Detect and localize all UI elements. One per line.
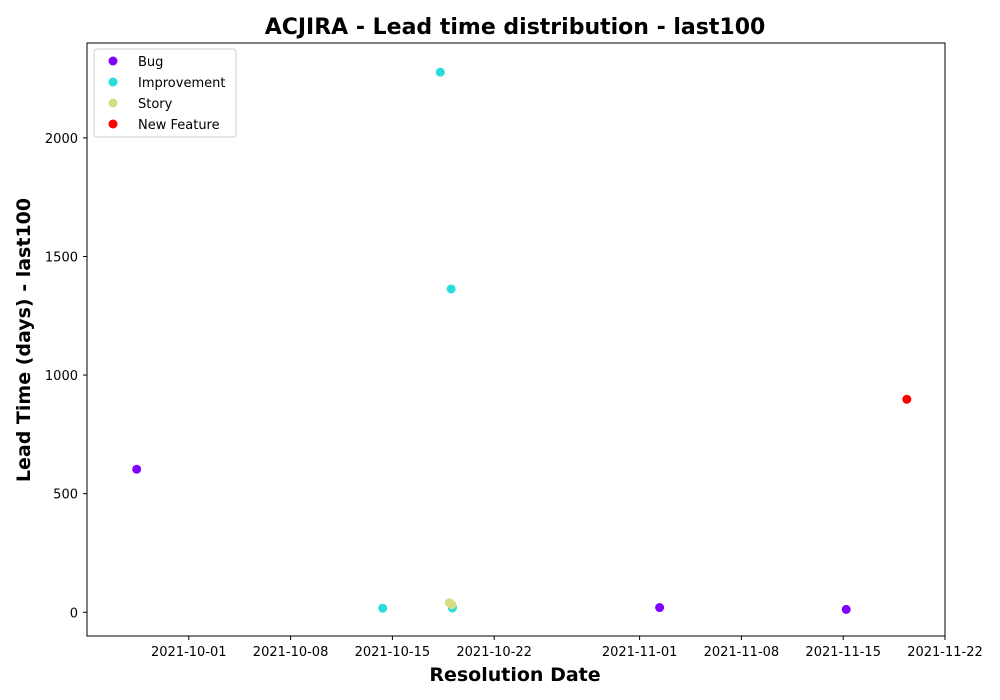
- x-tick-label: 2021-11-01: [602, 645, 678, 660]
- legend-marker: [108, 77, 118, 87]
- x-tick-label: 2021-11-08: [704, 645, 780, 660]
- y-axis-label: Lead Time (days) - last100: [13, 198, 35, 482]
- y-tick-label: 0: [70, 606, 78, 621]
- legend-marker: [108, 98, 118, 108]
- point-improvement: [378, 603, 388, 613]
- y-tick-label: 1500: [45, 250, 78, 265]
- x-tick-label: 2021-11-15: [805, 645, 881, 660]
- point-new-feature: [902, 394, 912, 404]
- y-tick-label: 1000: [45, 369, 78, 384]
- x-tick-label: 2021-11-22: [907, 645, 983, 660]
- y-axis: 0 500 1000 1500 2000: [45, 132, 87, 621]
- point-improvement: [435, 67, 445, 77]
- point-story: [447, 600, 457, 610]
- x-tick-label: 2021-10-01: [151, 645, 227, 660]
- legend-label: Bug: [138, 55, 163, 70]
- data-points: [132, 67, 912, 614]
- x-axis: 2021-10-01 2021-10-08 2021-10-15 2021-10-22…: [151, 636, 983, 660]
- legend: Bug Improvement Story New Feature: [93, 48, 237, 138]
- chart-title: ACJIRA - Lead time distribution - last10…: [265, 15, 766, 40]
- y-tick-label: 2000: [45, 132, 78, 147]
- legend-label: Story: [138, 97, 173, 112]
- point-improvement: [446, 284, 456, 294]
- plot-area: [86, 42, 946, 637]
- y-tick-label: 500: [53, 488, 78, 503]
- x-tick-label: 2021-10-22: [456, 645, 532, 660]
- x-axis-label: Resolution Date: [429, 664, 600, 686]
- x-tick-label: 2021-10-15: [355, 645, 431, 660]
- legend-label: Improvement: [138, 76, 225, 91]
- legend-label: New Feature: [138, 118, 220, 133]
- point-bug: [132, 464, 142, 474]
- legend-box: [93, 48, 237, 138]
- point-bug: [655, 603, 665, 613]
- legend-marker: [108, 119, 118, 129]
- point-bug: [841, 604, 851, 614]
- legend-marker: [108, 56, 118, 66]
- x-tick-label: 2021-10-08: [253, 645, 329, 660]
